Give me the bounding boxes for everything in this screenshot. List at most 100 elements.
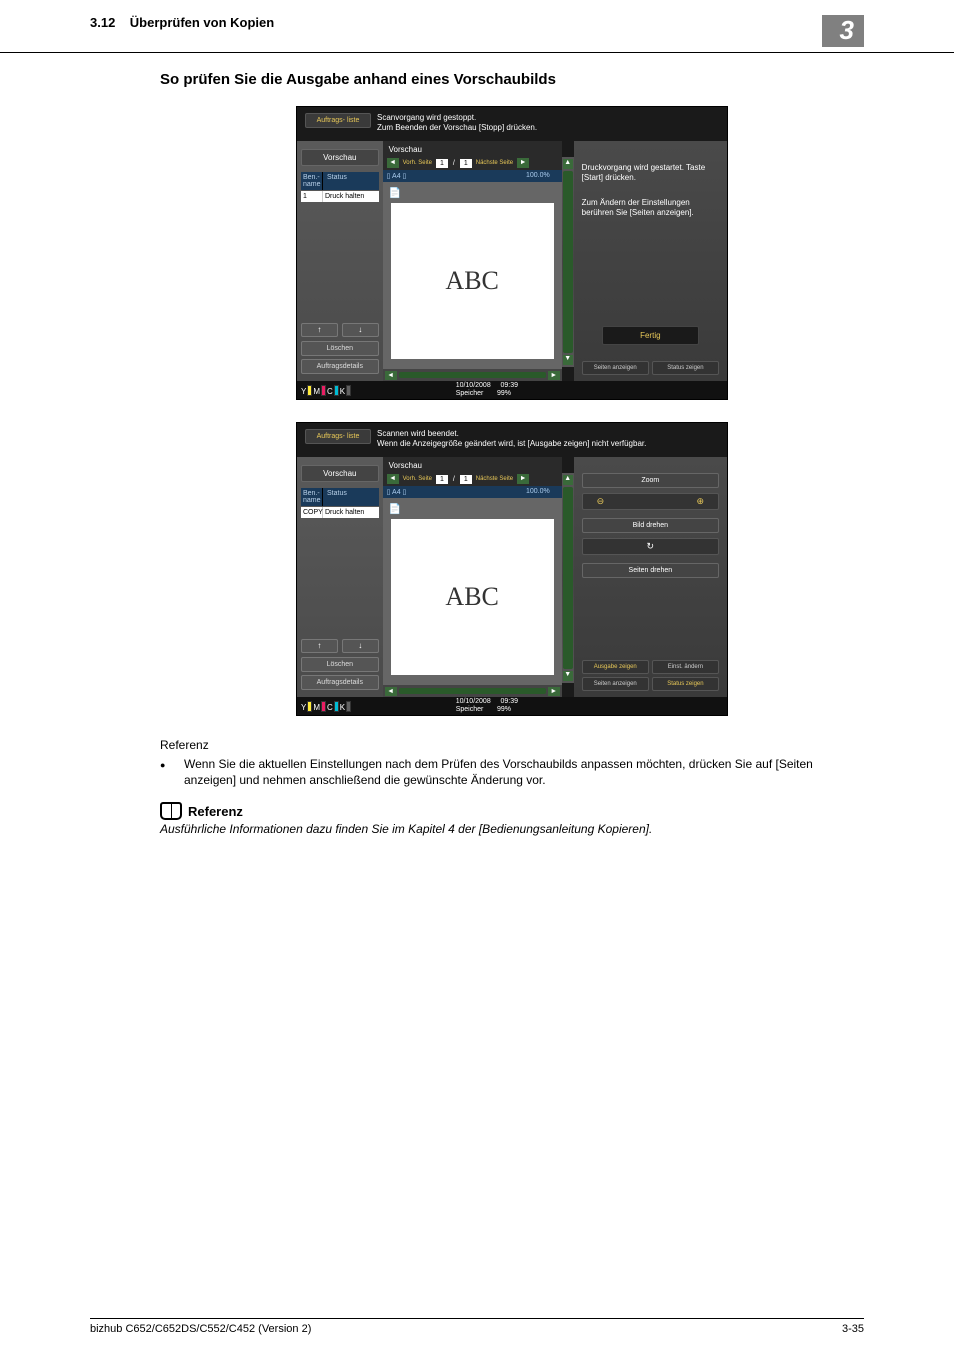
preview-title: Vorschau: [383, 141, 562, 156]
book-icon: [160, 802, 182, 820]
arrow-up-icon[interactable]: ↑: [301, 323, 338, 337]
prev-arrow-icon[interactable]: ◄: [387, 158, 399, 168]
row-id: 1: [301, 191, 323, 202]
footer-mem-value: 99%: [497, 390, 511, 397]
reference-bullet-1: Wenn Sie die aktuellen Einstellungen nac…: [160, 756, 864, 788]
h-scrollbar[interactable]: ◄ ►: [383, 369, 562, 381]
prev-arrow-icon[interactable]: ◄: [387, 474, 399, 484]
show-status-button[interactable]: Status zeigen: [652, 677, 719, 691]
scroll-up-icon[interactable]: ▲: [563, 159, 573, 169]
ss2-body: Vorschau Ben.-name Status COPY Druck hal…: [297, 457, 727, 697]
page-current: 1: [436, 159, 448, 168]
ss1-preview-panel: Vorschau ◄ Vorh. Seite 1 / 1 Nächste Sei…: [383, 141, 562, 381]
zoom-value: 100.0%: [526, 172, 550, 180]
rotate-icon[interactable]: ↻: [582, 538, 719, 555]
page-header: 3.12 Überprüfen von Kopien 3: [0, 0, 954, 53]
job-list-button[interactable]: Auftrags- liste: [305, 113, 371, 128]
ss2-top: Auftrags- liste Scannen wird beendet. We…: [297, 423, 727, 457]
page-footer: bizhub C652/C652DS/C552/C452 (Version 2)…: [90, 1318, 864, 1335]
arrow-down-icon[interactable]: ↓: [342, 323, 379, 337]
rotate-pages-button[interactable]: Seiten drehen: [582, 563, 719, 578]
arrow-up-icon[interactable]: ↑: [301, 639, 338, 653]
col-user: Ben.-name: [301, 488, 323, 506]
footer-time: 09:39: [500, 698, 518, 705]
ss1-top: Auftrags- liste Scanvorgang wird gestopp…: [297, 107, 727, 141]
toner-m: M: [313, 385, 326, 396]
page-total: 1: [460, 475, 472, 484]
job-details-button[interactable]: Auftragsdetails: [301, 359, 379, 374]
scroll-right-icon[interactable]: ►: [548, 687, 560, 696]
zoom-out-icon[interactable]: ⊖: [597, 496, 605, 507]
toner-c: C: [327, 701, 339, 712]
subtitle: So prüfen Sie die Ausgabe anhand eines V…: [160, 71, 864, 88]
delete-button[interactable]: Löschen: [301, 341, 379, 356]
preview-page: ABC: [391, 203, 554, 359]
scroll-up-icon[interactable]: ▲: [563, 475, 573, 485]
reference-heading-row: Referenz: [160, 802, 864, 820]
v-scroll-track[interactable]: [563, 171, 573, 353]
job-details-button[interactable]: Auftragsdetails: [301, 675, 379, 690]
table-row[interactable]: COPY Druck halten: [301, 507, 379, 518]
paper-size: ▯ A4 ▯: [387, 172, 407, 180]
scroll-down-icon[interactable]: ▼: [563, 355, 573, 365]
toner-y: Y: [301, 385, 312, 396]
job-list-button[interactable]: Auftrags- liste: [305, 429, 371, 444]
preview-tab[interactable]: Vorschau: [301, 465, 379, 482]
footer-datetime: 10/10/2008 09:39 Speicher 99%: [456, 382, 518, 397]
arrow-down-icon[interactable]: ↓: [342, 639, 379, 653]
toner-m: M: [313, 701, 326, 712]
scroll-right-icon[interactable]: ►: [548, 371, 560, 380]
footer-date: 10/10/2008: [456, 382, 491, 389]
right-text-2: Zum Ändern der Einstellungen berühren Si…: [582, 198, 719, 219]
screenshot-1: Auftrags- liste Scanvorgang wird gestopp…: [296, 106, 728, 400]
footer-mem-label: Speicher: [456, 390, 484, 397]
next-arrow-icon[interactable]: ►: [517, 158, 529, 168]
delete-button[interactable]: Löschen: [301, 657, 379, 672]
preview-page: ABC: [391, 519, 554, 675]
footer-page: 3-35: [842, 1323, 864, 1335]
scroll-left-icon[interactable]: ◄: [385, 687, 397, 696]
scroll-track[interactable]: [399, 688, 546, 694]
screenshot-2: Auftrags- liste Scannen wird beendet. We…: [296, 422, 728, 716]
reference-label: Referenz: [160, 738, 864, 752]
output-show-button[interactable]: Ausgabe zeigen: [582, 660, 649, 674]
ss1-status-text: Scanvorgang wird gestoppt. Zum Beenden d…: [377, 107, 537, 132]
prev-label: Vorh. Seite: [401, 476, 434, 482]
ss1-list-header: Ben.-name Status: [301, 172, 379, 190]
toner-y: Y: [301, 701, 312, 712]
header-left: 3.12 Überprüfen von Kopien: [90, 15, 274, 30]
zoom-in-icon[interactable]: ⊕: [696, 496, 704, 507]
v-scrollbar[interactable]: ▲ ▼: [562, 157, 574, 367]
rotate-image-label: Bild drehen: [582, 518, 719, 533]
row-status: Druck halten: [323, 507, 379, 518]
table-row[interactable]: 1 Druck halten: [301, 191, 379, 202]
change-settings-button[interactable]: Einst. ändern: [652, 660, 719, 674]
chapter-badge: 3: [822, 15, 864, 47]
page-total: 1: [460, 159, 472, 168]
next-arrow-icon[interactable]: ►: [517, 474, 529, 484]
nav-arrows: ↑ ↓: [301, 639, 379, 653]
col-status: Status: [323, 488, 379, 506]
toner-k: K: [340, 385, 351, 396]
section-title: Überprüfen von Kopien: [130, 15, 274, 30]
page-sep: /: [450, 160, 458, 167]
preview-tab[interactable]: Vorschau: [301, 149, 379, 166]
show-pages-button[interactable]: Seiten anzeigen: [582, 677, 649, 691]
show-status-button[interactable]: Status zeigen: [652, 361, 719, 375]
scroll-down-icon[interactable]: ▼: [563, 671, 573, 681]
ss2-status-line2: Wenn die Anzeigegröße geändert wird, ist…: [377, 439, 646, 449]
show-pages-button[interactable]: Seiten anzeigen: [582, 361, 649, 375]
reference-text: Ausführliche Informationen dazu finden S…: [160, 822, 864, 836]
scroll-track[interactable]: [399, 372, 546, 378]
footer-date: 10/10/2008: [456, 698, 491, 705]
ss1-footer: Y M C K 10/10/2008 09:39 Speicher 99%: [297, 381, 727, 399]
done-button[interactable]: Fertig: [602, 326, 699, 345]
v-scroll-track[interactable]: [563, 487, 573, 669]
v-scrollbar[interactable]: ▲ ▼: [562, 473, 574, 683]
scroll-left-icon[interactable]: ◄: [385, 371, 397, 380]
toner-k: K: [340, 701, 351, 712]
h-scrollbar[interactable]: ◄ ►: [383, 685, 562, 697]
preview-title: Vorschau: [383, 457, 562, 472]
screenshot-1-wrap: Auftrags- liste Scanvorgang wird gestopp…: [160, 106, 864, 400]
staple-icon: 📄: [389, 504, 556, 515]
